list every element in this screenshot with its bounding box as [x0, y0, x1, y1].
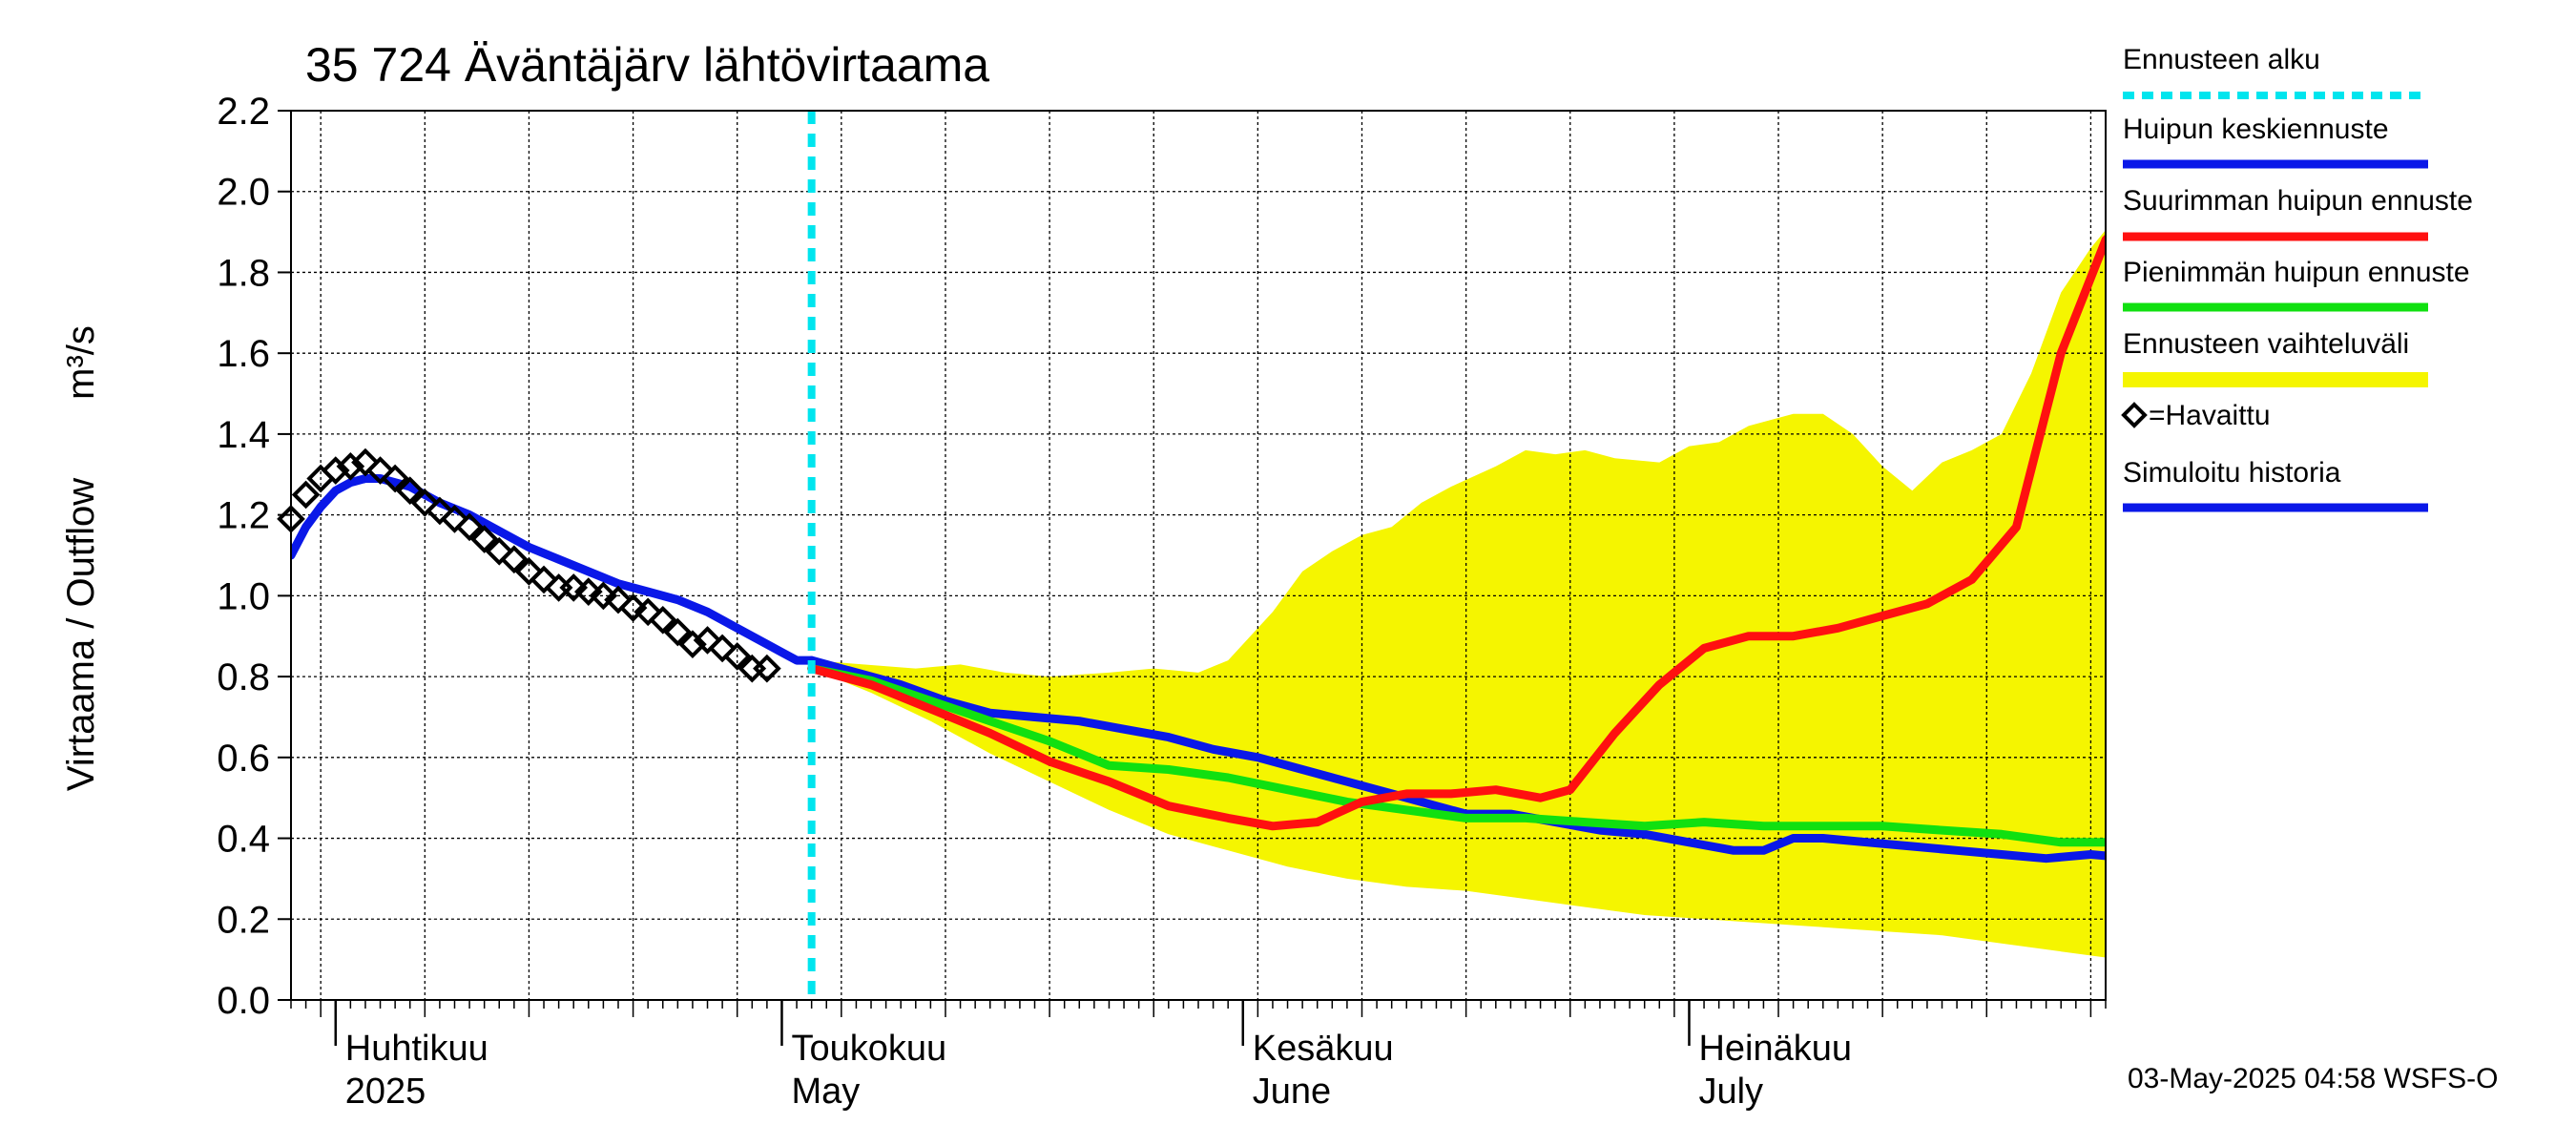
axes: 0.0 0.2 0.4 0.6 0.8 1.0 1.2 1.4 1.6 1.8 2.0 2.2 Huht…: [217, 91, 2107, 1112]
y-tick-label: 0.6: [217, 738, 270, 780]
observed-point: [648, 605, 677, 635]
legend: Ennusteen alku Huipun keskiennuste Suurimm…: [2121, 44, 2473, 512]
y-tick-label: 2.2: [217, 91, 270, 133]
y-tick-label: 1.8: [217, 252, 270, 294]
y-tick-label: 1.6: [217, 333, 270, 375]
observed-point: [395, 476, 425, 506]
observed-point: [514, 557, 544, 586]
observed-point: [573, 577, 603, 606]
observed-point: [634, 597, 662, 627]
observed-point: [708, 634, 737, 663]
observed-point: [559, 573, 589, 602]
mean-peak-forecast-line: [807, 656, 2106, 864]
observed-point: [530, 565, 558, 594]
y-tick-label: 2.0: [217, 172, 270, 214]
y-tick-label: 0.0: [217, 980, 270, 1022]
observed-point: [693, 626, 722, 655]
observed-point: [722, 642, 752, 671]
chart-title: 35 724 Äväntäjärv lähtövirtaama: [305, 38, 989, 92]
y-tick-label: 1.4: [217, 414, 270, 456]
y-tick-label: 0.4: [217, 819, 270, 861]
forecast-band-layer: [811, 229, 2106, 958]
observed-point: [440, 505, 469, 533]
observed-point: [426, 496, 454, 526]
y-axis-title: Virtaama / Outflow m³/s: [60, 325, 102, 791]
observed-point: [485, 536, 514, 566]
observed-point: [410, 489, 440, 517]
x-month-label-en: 2025: [345, 1072, 426, 1112]
observed-point: [321, 456, 350, 485]
observed-point: [678, 630, 707, 659]
legend-label: Suurimman huipun ennuste: [2123, 185, 2473, 217]
x-month-label-en: May: [791, 1072, 860, 1112]
x-month-label-fi: Kesäkuu: [1253, 1029, 1394, 1069]
legend-label: Ennusteen alku: [2123, 44, 2320, 75]
x-month-label-fi: Heinäkuu: [1698, 1029, 1852, 1069]
max-peak-forecast-line: [807, 233, 2106, 831]
series-lines: [291, 111, 2106, 1000]
y-axis-unit: m³/s: [60, 325, 102, 400]
y-tick-label: 0.8: [217, 656, 270, 698]
x-month-label-en: July: [1698, 1072, 1763, 1112]
y-tick-label: 1.0: [217, 575, 270, 617]
forecast-range-band: [811, 229, 2106, 958]
observed-point: [500, 545, 529, 574]
y-axis-label: Virtaama / Outflow: [60, 478, 102, 791]
plot-frame: [290, 110, 2107, 1001]
observed-point: [618, 593, 648, 622]
legend-observed-marker: [2121, 402, 2148, 428]
x-month-label-fi: Huhtikuu: [345, 1029, 488, 1069]
observed-point: [604, 585, 633, 614]
observed-point: [589, 581, 618, 611]
observed-point: [663, 617, 693, 647]
legend-label: Huipun keskiennuste: [2123, 114, 2389, 145]
timestamp-footer: 03-May-2025 04:58 WSFS-O: [2128, 1063, 2499, 1094]
legend-swatch: [2123, 372, 2428, 387]
observed-point: [336, 451, 365, 481]
observed-point: [381, 464, 409, 493]
observed-point: [455, 512, 484, 542]
legend-label: Pienimmän huipun ennuste: [2123, 257, 2470, 288]
simulated-history-line: [291, 474, 817, 665]
y-tick-label: 1.2: [217, 495, 270, 537]
y-tick-label: 0.2: [217, 899, 270, 941]
observed-point: [291, 480, 321, 510]
legend-label: =Havaittu: [2149, 400, 2271, 431]
observed-markers: [277, 448, 781, 683]
observed-point: [469, 525, 499, 553]
observed-point: [365, 456, 395, 485]
legend-label: Simuloitu historia: [2123, 457, 2341, 489]
legend-label: Ennusteen vaihteluväli: [2123, 328, 2409, 360]
x-month-label-fi: Toukokuu: [791, 1029, 946, 1069]
x-month-label-en: June: [1253, 1072, 1331, 1112]
observed-point: [753, 654, 781, 683]
observed-point: [351, 448, 380, 477]
min-peak-forecast-line: [807, 664, 2106, 847]
